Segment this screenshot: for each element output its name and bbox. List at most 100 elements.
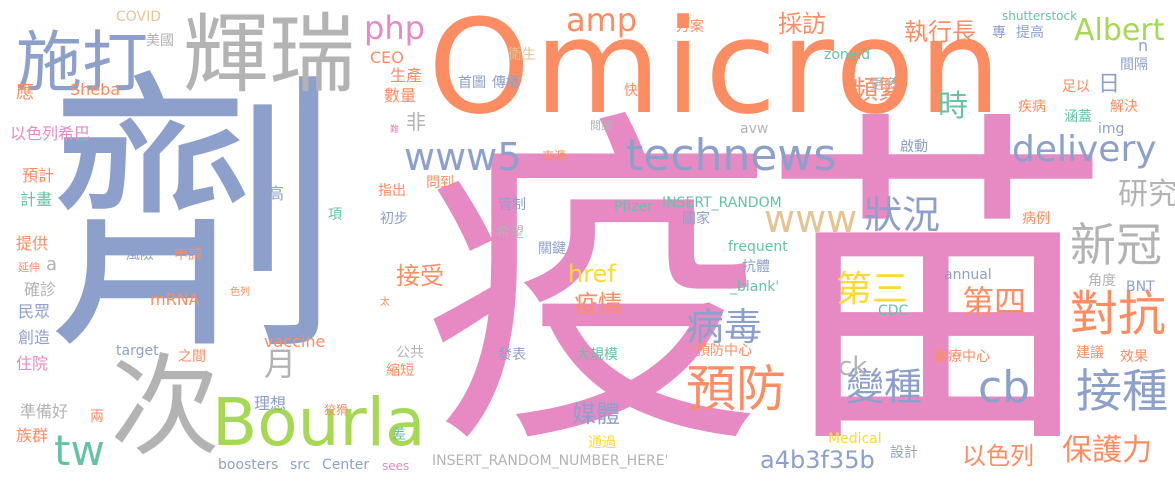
word-yanshen: 延伸 [18, 262, 40, 273]
word-vaccine: vaccine [264, 334, 325, 350]
word-lixiang: 理想 [254, 396, 286, 412]
word-guanzhi: 管制 [498, 198, 526, 212]
word-href: href [568, 262, 616, 286]
word-covid: COVID [116, 10, 161, 24]
word-caifang: 採訪 [778, 12, 826, 36]
word-guojia: 國家 [682, 212, 710, 226]
word-php: php [364, 12, 425, 44]
word-sheba: Sheba [70, 82, 120, 98]
word-blank: _blank' [730, 280, 779, 294]
word-tigong: 提供 [16, 236, 48, 252]
word-zhunbeihao: 準備好 [20, 404, 68, 420]
word-fangan: 方案 [676, 20, 704, 34]
word-yiselie: 以色列 [962, 444, 1034, 468]
word-technews: technews [626, 134, 836, 178]
word-shuliang: 數量 [384, 88, 416, 104]
word-sheji: 設計 [890, 446, 918, 460]
word-zhuyuan: 住院 [16, 356, 48, 372]
word-chuanbo: 傳播 [492, 76, 520, 90]
word-disi: 第四 [962, 286, 1026, 318]
word-gonggong: 公共 [396, 346, 424, 360]
word-selie: 色列 [230, 288, 250, 298]
word-nan: 難 [390, 126, 399, 135]
word-zhichu: 指出 [378, 184, 406, 198]
word-jieshou: 接受 [396, 264, 444, 288]
word-weisheng: 衛生 [508, 48, 536, 62]
word-bingdu: 病毒 [686, 308, 762, 346]
word-guanjian: 關鍵 [538, 242, 566, 256]
word-a: a [46, 256, 57, 274]
word-yiliao-zhongxin: 醫療中心 [934, 350, 990, 364]
word-pfizer: Pfizer [614, 200, 653, 214]
word-yuedu: 閱讀 [590, 120, 612, 131]
word-wendao: 問到 [426, 176, 454, 190]
word-minzhong: 民眾 [18, 304, 50, 320]
word-bingli: 病例 [1022, 212, 1050, 226]
word-kuai: 快 [624, 84, 638, 98]
word-zhuangkuang: 狀況 [864, 196, 940, 234]
word-suoduan: 縮短 [386, 364, 414, 378]
word-cha: 差 [392, 428, 406, 442]
word-yufang-zhongxin: 預防中心 [696, 344, 752, 358]
word-gengduo: 更多 [870, 78, 898, 92]
word-xiwang: 希望 [496, 226, 524, 240]
word-bourla: Bourla [212, 390, 425, 456]
word-jiaodu: 角度 [1088, 274, 1116, 288]
word-cdc: CDC [878, 304, 908, 318]
word-ri: 日 [1098, 74, 1120, 96]
word-chuangzao: 創造 [18, 330, 50, 346]
word-www5: www5 [404, 138, 521, 176]
word-tw: tw [54, 430, 105, 472]
word-a4b3f35b: a4b3f35b [760, 448, 875, 472]
word-shenqing: 申請 [174, 248, 202, 262]
word-albert: Albert [1074, 16, 1164, 46]
word-delivery: delivery [1012, 132, 1157, 168]
word-jihua: 計畫 [20, 192, 52, 208]
word-shoutu: 首圖 [458, 76, 486, 90]
word-src: src [290, 458, 310, 472]
word-bnt: BNT [1126, 280, 1155, 294]
word-n: n [1138, 38, 1148, 54]
word-huirui: 輝瑞 [183, 12, 355, 98]
word-medical: Medical [828, 432, 882, 446]
word-target: target [116, 344, 159, 358]
word-img: img [1098, 122, 1124, 136]
word-xinguan: 新冠 [1070, 222, 1162, 268]
word-yiqing: 疫情 [574, 292, 622, 316]
word-insert-random-number-here: INSERT_RANDOM_NUMBER_HERE' [432, 454, 668, 468]
word-fei: 非 [406, 112, 426, 132]
word-avw: avw [740, 122, 768, 136]
word-xiang: 項 [328, 208, 342, 222]
word-zuyi: 足以 [1062, 80, 1090, 94]
word-jiezhong: 接種 [1076, 368, 1168, 414]
word-quezhen: 確診 [24, 282, 56, 298]
word-shi: 時 [938, 92, 968, 122]
word-tongguo: 通過 [588, 436, 616, 450]
word-jiejue: 解決 [1110, 100, 1138, 114]
word-jiange: 間隔 [1120, 58, 1148, 72]
word-fengxian: 風險 [126, 248, 154, 262]
word-duikang: 對抗 [1070, 290, 1166, 338]
word-yue: 月 [264, 348, 296, 380]
word-chubu: 初步 [380, 212, 408, 226]
word-zhuan: 專 [992, 26, 1006, 40]
word-meiguo: 美國 [146, 34, 174, 48]
word-baohuli: 保護力 [1062, 436, 1152, 466]
word-yanjiu: 研究 [1118, 180, 1175, 210]
word-yuji: 預計 [22, 168, 54, 184]
word-ying: 應 [16, 84, 34, 102]
word-center: Center [322, 458, 369, 472]
word-shutterstock: shutterstock [1002, 10, 1077, 22]
word-qidong: 啟動 [900, 140, 928, 154]
word-fabiao: 發表 [498, 348, 526, 362]
word-jibing: 疾病 [1018, 100, 1046, 114]
word-laiyuan: 來源 [542, 150, 566, 162]
word-zuqun: 族群 [16, 428, 48, 444]
word-annual: annual [944, 268, 992, 282]
word-zhixingzhang: 執行長 [904, 20, 976, 44]
word-ck: ck [838, 354, 867, 380]
word-ci: 次 [110, 352, 220, 462]
word-tai: 太 [380, 298, 390, 308]
word-yiselie-xiba: 以色列希巴 [10, 126, 90, 142]
